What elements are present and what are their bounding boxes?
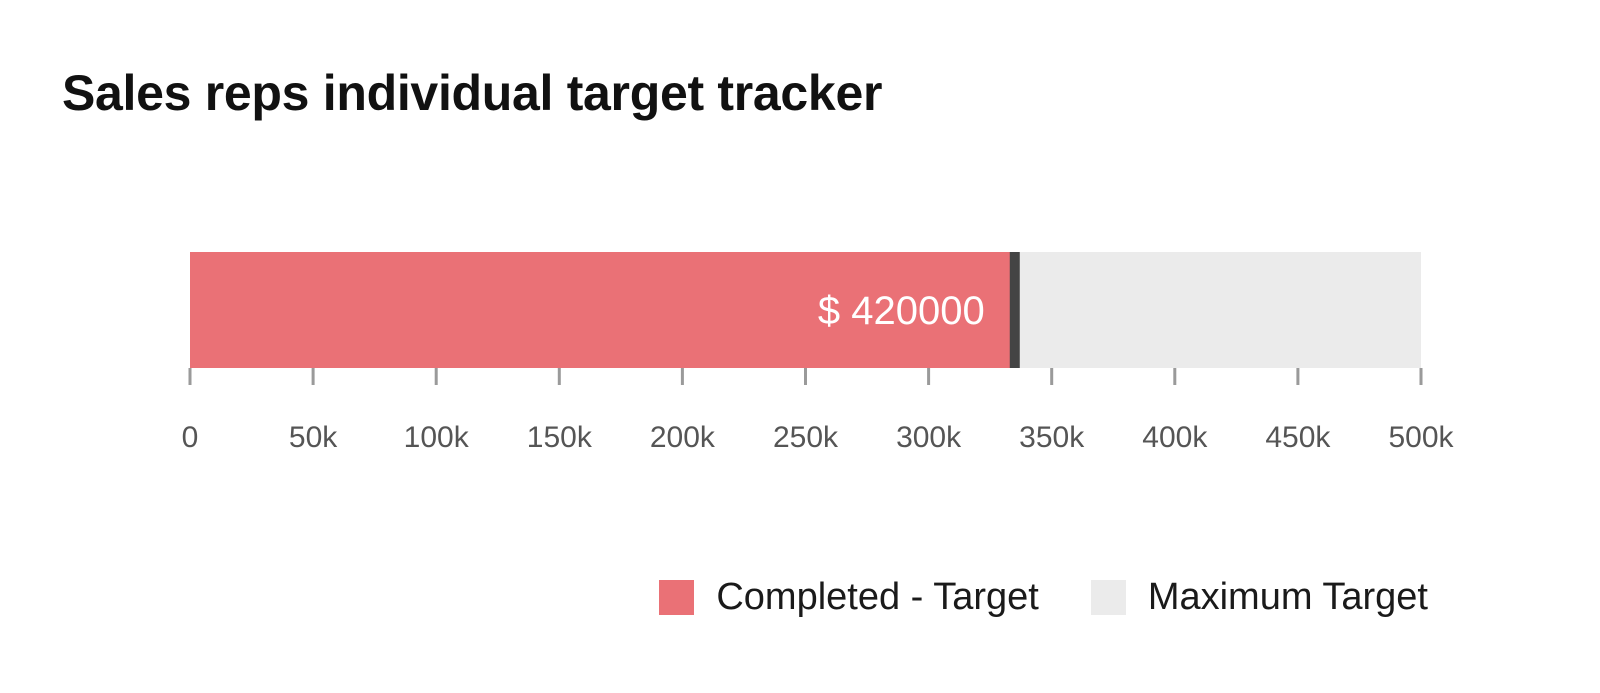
x-tick-label: 0 [182,421,199,454]
x-tick-label: 450k [1265,421,1331,454]
target-marker[interactable] [1009,252,1020,368]
x-tick-label: 100k [404,421,470,454]
bars-layer: $ 420000 [190,252,1421,368]
legend-swatch-maximum [1090,580,1126,615]
legend-swatch-completed [659,580,695,615]
legend-item-maximum[interactable]: Maximum Target [1090,576,1428,619]
x-axis: 0 50k 100k 150k 200k 250k 300k 350k 400k 450k 500k [182,368,1455,454]
x-tick-label: 500k [1388,421,1454,454]
x-tick-label: 150k [527,421,593,454]
completed-target-bar[interactable] [190,252,1015,368]
data-label: $ 420000 [818,289,985,333]
x-tick-label: 400k [1142,421,1208,454]
x-tick-label: 50k [289,421,338,454]
x-tick-label: 250k [773,421,839,454]
chart-title: Sales reps individual target tracker [62,65,883,121]
x-tick-label: 200k [650,421,716,454]
legend-item-completed[interactable]: Completed - Target [659,576,1039,619]
x-tick-label: 350k [1019,421,1085,454]
legend: Completed - Target Maximum Target [659,576,1428,619]
legend-label-maximum: Maximum Target [1147,576,1428,618]
legend-label-completed: Completed - Target [716,576,1039,618]
x-tick-label: 300k [896,421,962,454]
